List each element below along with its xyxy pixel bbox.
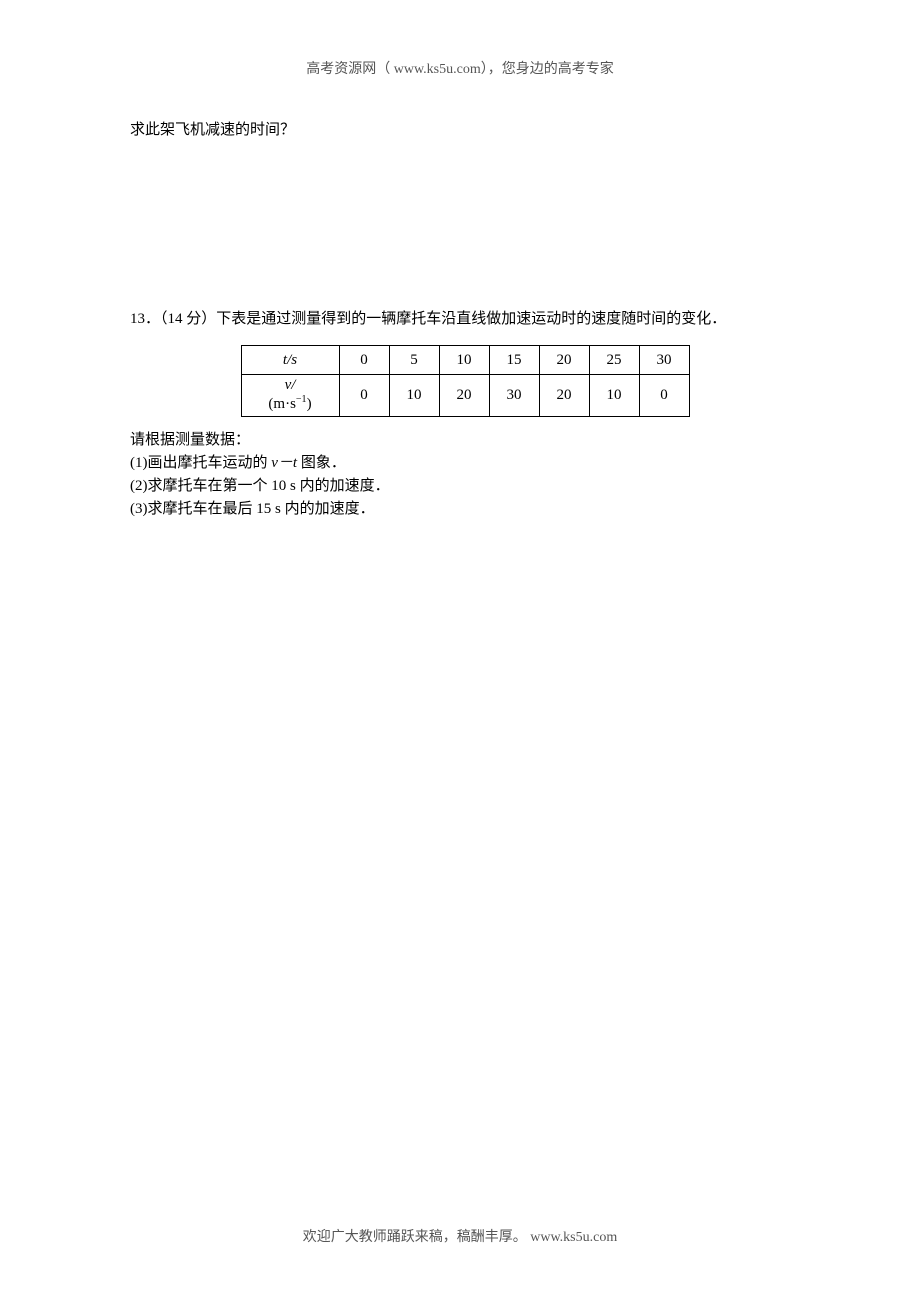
table-cell: 20 [539,346,589,375]
question-12-continuation: 求此架飞机减速的时间？ [130,118,800,142]
sub1-post: 图象． [297,455,346,471]
q13-points: （14 分） [160,311,216,327]
data-table: t/s 0 5 10 15 20 25 30 v/ (m·s−1) 0 10 2… [241,345,690,417]
v-unit-post: ) [307,396,312,412]
instruction-line: 请根据测量数据： [130,429,800,452]
sub1-var: v－t [271,455,297,471]
table-cell: 5 [389,346,439,375]
q12-text: 求此架飞机减速的时间？ [130,122,295,138]
subquestion-3: (3)求摩托车在最后 15 s 内的加速度． [130,498,800,521]
table-row: v/ (m·s−1) 0 10 20 30 20 10 0 [241,375,689,417]
table-cell: 0 [639,375,689,417]
sub1-pre: (1)画出摩托车运动的 [130,455,271,471]
table-cell: 10 [389,375,439,417]
table-cell: 20 [539,375,589,417]
t-label: t/s [283,352,297,368]
footer-url: www.ks5u.com [530,1230,617,1245]
v-label-top: v/ [242,377,339,394]
table-cell: 0 [339,375,389,417]
table-row: t/s 0 5 10 15 20 25 30 [241,346,689,375]
v-label-cell: v/ (m·s−1) [241,375,339,417]
q13-intro-text: 下表是通过测量得到的一辆摩托车沿直线做加速运动时的速度随时间的变化． [216,311,726,327]
subquestion-2: (2)求摩托车在第一个 10 s 内的加速度． [130,475,800,498]
table-cell: 30 [639,346,689,375]
v-unit-pre: (m·s [268,396,296,412]
table-cell: 30 [489,375,539,417]
header-prefix: 高考资源网（ [306,62,390,77]
q13-intro-line: 13．（14 分）下表是通过测量得到的一辆摩托车沿直线做加速运动时的速度随时间的… [130,307,800,331]
table-cell: 20 [439,375,489,417]
page-header: 高考资源网（ www.ks5u.com），您身边的高考专家 [0,0,920,78]
header-suffix: ），您身边的高考专家 [481,62,614,77]
v-label-bottom: (m·s−1) [242,394,339,413]
content-area: 求此架飞机减速的时间？ 13．（14 分）下表是通过测量得到的一辆摩托车沿直线做… [0,78,920,522]
table-cell: 10 [439,346,489,375]
subquestion-1: (1)画出摩托车运动的 v－t 图象． [130,452,800,475]
table-cell: 10 [589,375,639,417]
t-label-cell: t/s [241,346,339,375]
v-unit-sup: −1 [296,394,307,405]
q13-number: 13． [130,311,160,327]
instructions-block: 请根据测量数据： (1)画出摩托车运动的 v－t 图象． (2)求摩托车在第一个… [130,429,800,522]
question-13: 13．（14 分）下表是通过测量得到的一辆摩托车沿直线做加速运动时的速度随时间的… [130,307,800,522]
table-cell: 25 [589,346,639,375]
table-cell: 0 [339,346,389,375]
page-footer: 欢迎广大教师踊跃来稿，稿酬丰厚。 www.ks5u.com [0,1226,920,1246]
table-cell: 15 [489,346,539,375]
footer-text: 欢迎广大教师踊跃来稿，稿酬丰厚。 [303,1230,531,1245]
header-url: www.ks5u.com [390,62,480,77]
